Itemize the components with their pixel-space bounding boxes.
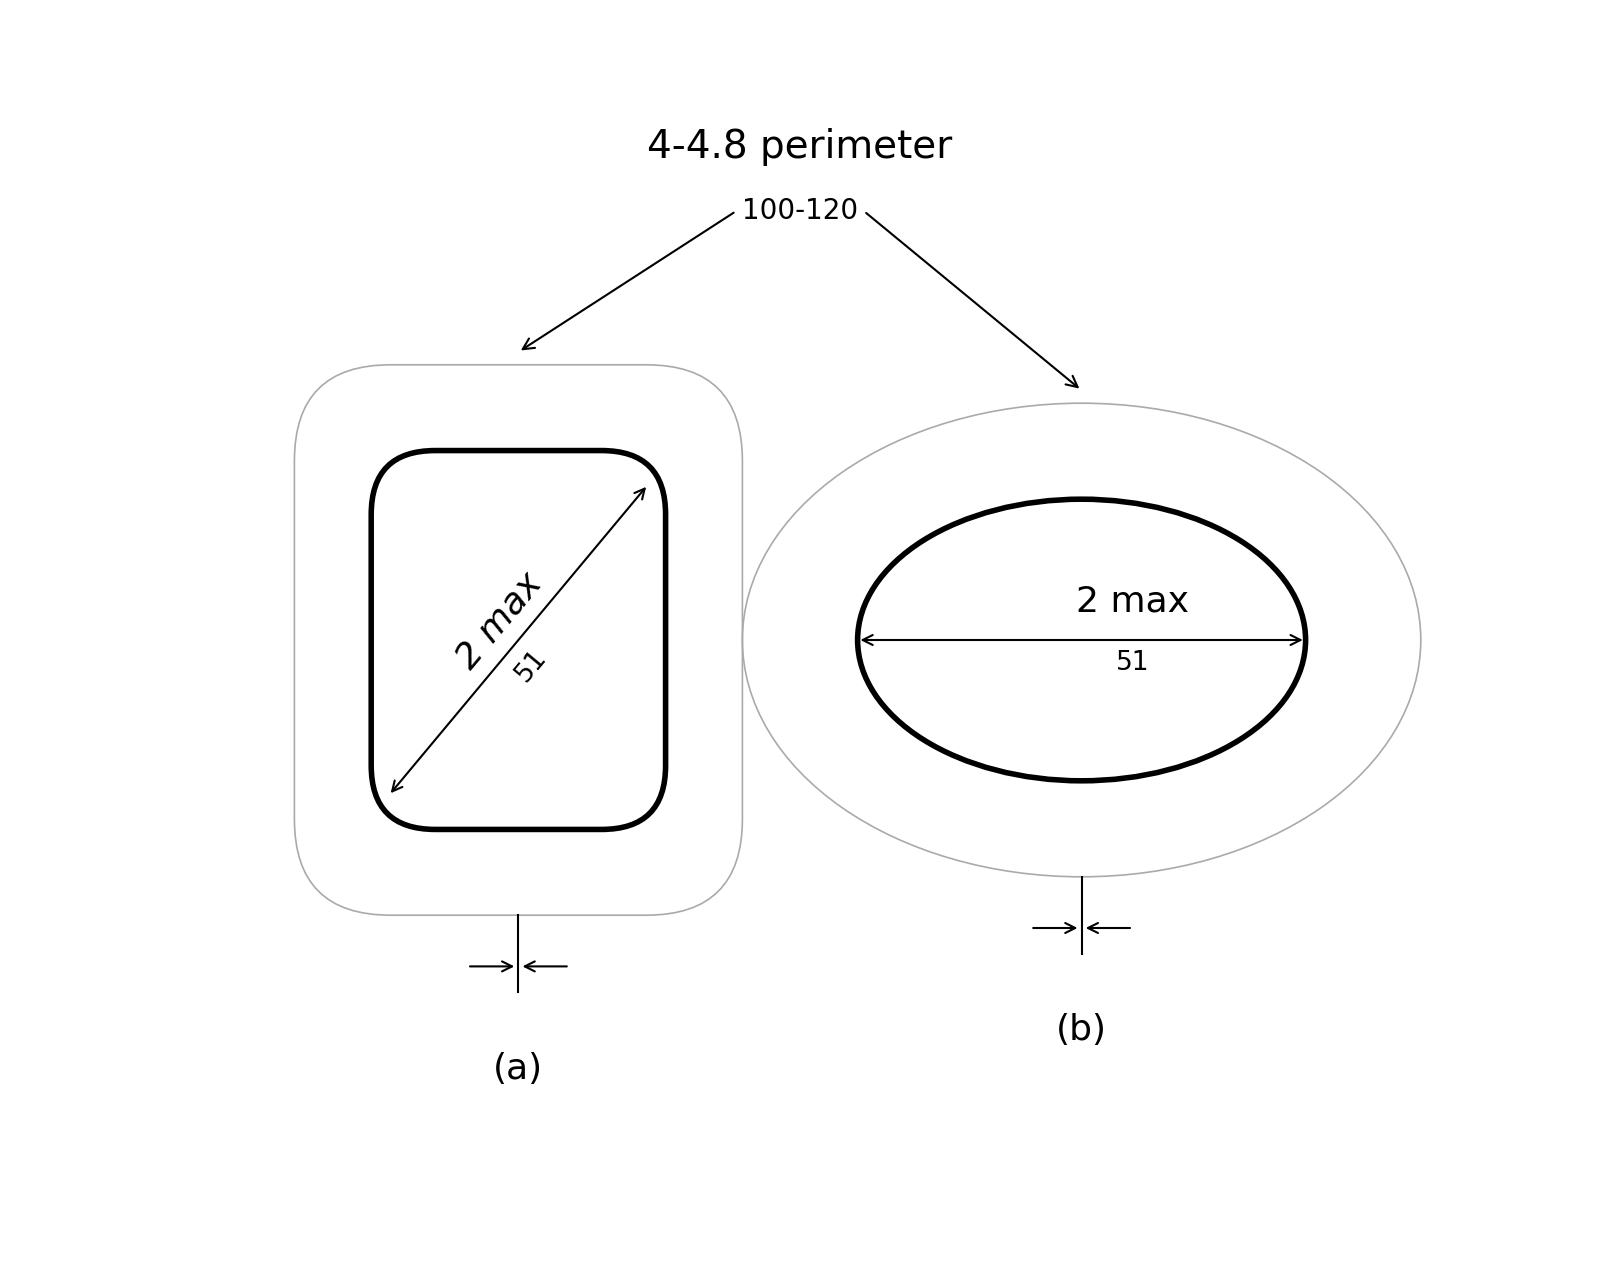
Text: (b): (b) <box>1056 1014 1107 1047</box>
Text: 51: 51 <box>1117 650 1149 676</box>
Text: (a): (a) <box>493 1052 544 1085</box>
Text: 2 max: 2 max <box>450 567 549 675</box>
Text: 4-4.8 perimeter: 4-4.8 perimeter <box>648 128 952 166</box>
Text: 100-120: 100-120 <box>742 197 858 225</box>
Text: 51: 51 <box>510 644 552 687</box>
Text: 2 max: 2 max <box>1077 585 1189 618</box>
